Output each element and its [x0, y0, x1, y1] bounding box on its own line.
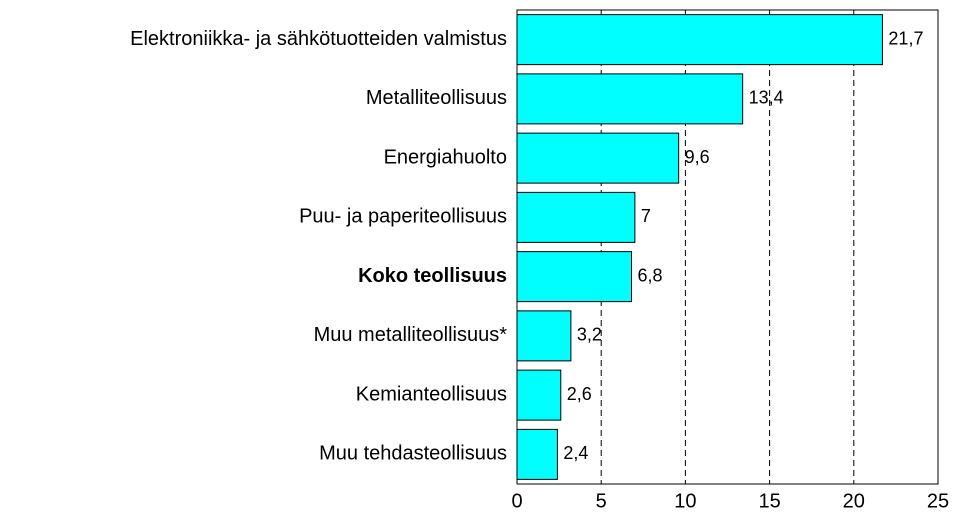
bar	[516, 132, 680, 184]
y-tick-label: Koko teollisuus	[358, 265, 507, 287]
y-tick-label: Metalliteollisuus	[366, 87, 507, 109]
y-tick-label: Kemianteollisuus	[356, 383, 507, 405]
plot-frame	[516, 9, 939, 485]
bar	[516, 191, 636, 243]
y-tick-label: Energiahuolto	[384, 146, 507, 168]
y-tick-label: Elektroniikka- ja sähkötuotteiden valmis…	[130, 28, 507, 50]
value-label: 21,7	[888, 28, 923, 48]
value-label: 2,6	[567, 384, 592, 404]
value-label: 6,8	[638, 265, 663, 285]
value-label: 3,2	[577, 325, 602, 345]
bar	[516, 14, 883, 66]
bar	[516, 73, 744, 125]
bar	[516, 251, 633, 303]
value-label: 2,4	[563, 443, 588, 463]
bar	[516, 428, 558, 480]
value-label: 7	[641, 206, 651, 226]
value-label: 13,4	[749, 88, 784, 108]
y-tick-label: Muu tehdasteollisuus	[319, 443, 507, 465]
y-tick-label: Muu metalliteollisuus*	[314, 324, 508, 346]
x-tick-label: 10	[674, 490, 696, 512]
value-label: 9,6	[685, 147, 710, 167]
x-tick-label: 20	[843, 490, 865, 512]
bar	[516, 369, 562, 421]
y-tick-label: Puu- ja paperiteollisuus	[299, 206, 507, 228]
x-tick-label: 0	[511, 490, 522, 512]
bar	[516, 310, 572, 362]
x-tick-label: 5	[596, 490, 607, 512]
x-tick-label: 15	[758, 490, 780, 512]
x-tick-label: 25	[927, 490, 949, 512]
